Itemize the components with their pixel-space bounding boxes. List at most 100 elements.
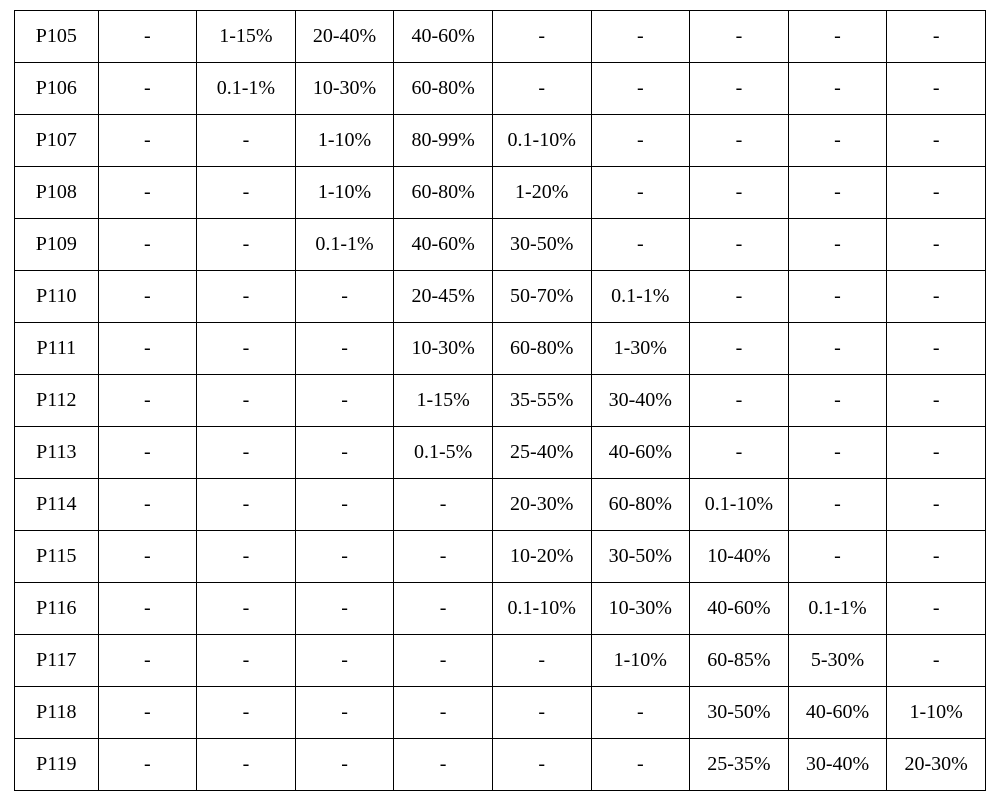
table-cell: - — [591, 219, 690, 271]
table-row: P110---20-45%50-70%0.1-1%--- — [15, 271, 986, 323]
row-label: P108 — [15, 167, 99, 219]
table-row: P113---0.1-5%25-40%40-60%--- — [15, 427, 986, 479]
table-cell: - — [295, 427, 394, 479]
table-cell: 40-60% — [394, 219, 493, 271]
table-cell: 20-40% — [295, 11, 394, 63]
table-cell: - — [197, 479, 296, 531]
table-cell: - — [197, 635, 296, 687]
table-cell: 0.1-5% — [394, 427, 493, 479]
table-cell: 20-30% — [887, 739, 986, 791]
table-cell: - — [887, 479, 986, 531]
table-cell: 40-60% — [591, 427, 690, 479]
table-cell: - — [295, 635, 394, 687]
table-cell: - — [98, 271, 197, 323]
table-cell: - — [788, 11, 887, 63]
row-label: P116 — [15, 583, 99, 635]
data-table: P105-1-15%20-40%40-60%-----P106-0.1-1%10… — [14, 10, 986, 791]
table-cell: 0.1-1% — [197, 63, 296, 115]
table-cell: - — [887, 271, 986, 323]
table-cell: 50-70% — [492, 271, 591, 323]
table-cell: - — [492, 687, 591, 739]
table-cell: - — [788, 115, 887, 167]
table-cell: - — [788, 63, 887, 115]
table-cell: 10-40% — [690, 531, 789, 583]
table-cell: - — [788, 531, 887, 583]
table-row: P115----10-20%30-50%10-40%-- — [15, 531, 986, 583]
table-cell: - — [887, 427, 986, 479]
table-cell: - — [394, 635, 493, 687]
table-cell: 10-30% — [591, 583, 690, 635]
row-label: P119 — [15, 739, 99, 791]
table-cell: - — [887, 63, 986, 115]
table-cell: - — [98, 219, 197, 271]
table-cell: - — [197, 115, 296, 167]
table-cell: - — [98, 63, 197, 115]
table-cell: - — [295, 687, 394, 739]
table-cell: - — [295, 323, 394, 375]
table-row: P114----20-30%60-80%0.1-10%-- — [15, 479, 986, 531]
table-cell: - — [98, 323, 197, 375]
table-cell: 0.1-10% — [492, 583, 591, 635]
table-cell: - — [788, 271, 887, 323]
table-cell: - — [295, 375, 394, 427]
table-cell: 35-55% — [492, 375, 591, 427]
table-cell: 1-10% — [591, 635, 690, 687]
table-cell: - — [98, 11, 197, 63]
table-cell: - — [492, 11, 591, 63]
table-cell: 25-40% — [492, 427, 591, 479]
table-cell: - — [197, 167, 296, 219]
table-cell: - — [197, 375, 296, 427]
table-row: P118------30-50%40-60%1-10% — [15, 687, 986, 739]
table-cell: 20-30% — [492, 479, 591, 531]
table-cell: 60-80% — [394, 63, 493, 115]
table-cell: - — [591, 115, 690, 167]
table-cell: - — [98, 583, 197, 635]
table-cell: - — [887, 375, 986, 427]
table-cell: - — [788, 323, 887, 375]
table-row: P105-1-15%20-40%40-60%----- — [15, 11, 986, 63]
table-cell: 40-60% — [690, 583, 789, 635]
table-cell: - — [690, 11, 789, 63]
table-cell: - — [690, 375, 789, 427]
table-row: P117-----1-10%60-85%5-30%- — [15, 635, 986, 687]
table-cell: - — [690, 271, 789, 323]
table-cell: - — [197, 427, 296, 479]
table-cell: - — [887, 11, 986, 63]
table-cell: 5-30% — [788, 635, 887, 687]
table-cell: 30-50% — [690, 687, 789, 739]
table-cell: 1-10% — [295, 115, 394, 167]
table-cell: - — [887, 583, 986, 635]
table-cell: - — [690, 219, 789, 271]
table-cell: 20-45% — [394, 271, 493, 323]
table-cell: - — [492, 63, 591, 115]
row-label: P113 — [15, 427, 99, 479]
table-cell: 30-50% — [492, 219, 591, 271]
table-cell: - — [197, 271, 296, 323]
row-label: P112 — [15, 375, 99, 427]
table-cell: - — [295, 739, 394, 791]
table-row: P106-0.1-1%10-30%60-80%----- — [15, 63, 986, 115]
table-row: P107--1-10%80-99%0.1-10%---- — [15, 115, 986, 167]
table-cell: - — [295, 271, 394, 323]
row-label: P107 — [15, 115, 99, 167]
table-cell: - — [98, 531, 197, 583]
table-cell: - — [197, 687, 296, 739]
table-cell: - — [295, 583, 394, 635]
table-cell: - — [887, 115, 986, 167]
table-cell: 60-80% — [394, 167, 493, 219]
table-cell: - — [591, 63, 690, 115]
row-label: P117 — [15, 635, 99, 687]
table-cell: 60-85% — [690, 635, 789, 687]
table-cell: 10-20% — [492, 531, 591, 583]
row-label: P114 — [15, 479, 99, 531]
row-label: P105 — [15, 11, 99, 63]
table-cell: - — [690, 63, 789, 115]
table-cell: 0.1-10% — [690, 479, 789, 531]
table-cell: - — [295, 531, 394, 583]
table-cell: - — [197, 583, 296, 635]
table-cell: - — [887, 323, 986, 375]
table-cell: 1-10% — [887, 687, 986, 739]
table-cell: - — [690, 427, 789, 479]
table-cell: - — [197, 323, 296, 375]
table-cell: - — [394, 739, 493, 791]
